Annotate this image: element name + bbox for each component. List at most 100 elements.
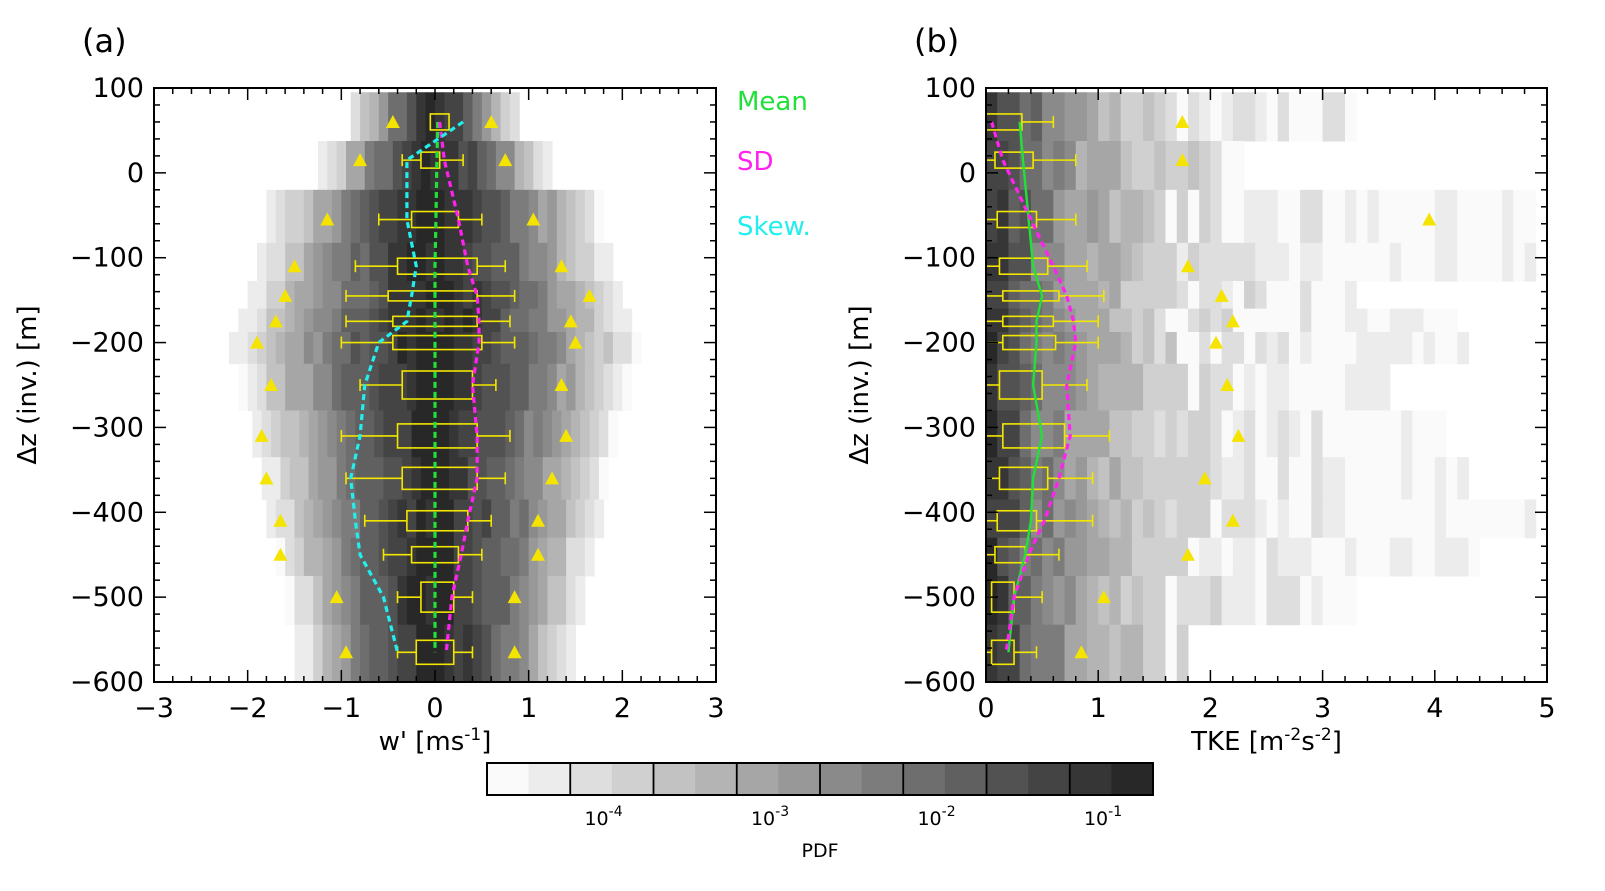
heatmap-cell — [1086, 331, 1099, 365]
heatmap-cell — [463, 575, 473, 626]
heatmap-cell — [481, 331, 492, 365]
heatmap-cell — [285, 331, 295, 365]
heatmap-cell — [1513, 499, 1526, 539]
heatmap-cell — [1187, 363, 1200, 411]
percentile-triangle — [1175, 114, 1190, 128]
heatmap-cell — [542, 141, 553, 191]
heatmap-cell — [1154, 189, 1167, 244]
heatmap-cell — [1120, 331, 1133, 365]
percentile-triangle — [554, 378, 569, 391]
heatmap-cell — [1131, 457, 1144, 501]
heatmap-cell — [514, 410, 525, 458]
heatmap-cell — [1277, 537, 1290, 577]
heatmap-cell — [425, 575, 436, 626]
panel-label: (a) — [82, 22, 127, 60]
heatmap-cell — [1154, 363, 1167, 411]
percentile-triangle — [1175, 153, 1190, 167]
heatmap-cell — [435, 624, 445, 683]
heatmap-cell — [378, 242, 389, 282]
heatmap-cell — [1524, 499, 1537, 539]
heatmap-cell — [589, 410, 600, 458]
heatmap-cell — [1288, 575, 1301, 626]
heatmap-cell — [1333, 363, 1346, 411]
heatmap-cell — [486, 141, 497, 191]
heatmap-cell — [364, 141, 375, 191]
heatmap-cell — [1120, 624, 1133, 683]
heatmap-cell — [1199, 499, 1211, 539]
heatmap-cell — [1300, 92, 1312, 142]
heatmap-cell — [556, 308, 567, 333]
heatmap-cell — [472, 575, 483, 626]
heatmap-cell — [1311, 242, 1324, 282]
percentile-triangle — [1197, 471, 1212, 485]
heatmap-cell — [1378, 331, 1391, 365]
heatmap-cell — [997, 457, 1009, 501]
heatmap-cell — [1232, 242, 1245, 282]
heatmap-cell — [1356, 242, 1368, 282]
heatmap-cell — [397, 499, 408, 539]
heatmap-cell — [1255, 92, 1267, 142]
heatmap-cell — [467, 410, 478, 458]
heatmap-cell — [257, 242, 267, 282]
y-tick-label: −100 — [902, 243, 976, 274]
heatmap-cell — [594, 308, 605, 333]
heatmap-cell — [341, 537, 352, 577]
heatmap-cell — [266, 331, 277, 365]
heatmap-cell — [519, 308, 530, 333]
heatmap-cell — [1131, 499, 1144, 539]
heatmap-cell — [1165, 457, 1178, 501]
heatmap-cell — [1030, 141, 1043, 191]
heatmap-cell — [463, 624, 473, 683]
heatmap-cell — [350, 575, 361, 626]
heatmap-cell — [1019, 92, 1032, 142]
heatmap-cell — [1053, 141, 1066, 191]
heatmap-cell — [1322, 537, 1335, 577]
heatmap-cell — [1064, 575, 1077, 626]
colorbar-swatch — [653, 763, 696, 795]
series-line-mean — [433, 121, 440, 653]
heatmap-cell — [336, 457, 347, 501]
heatmap-cell — [547, 537, 558, 577]
heatmap-cell — [1232, 92, 1245, 142]
percentile-triangle — [385, 114, 400, 128]
heatmap-cell — [1266, 499, 1279, 539]
heatmap-cell — [584, 537, 595, 577]
heatmap-cell — [1210, 457, 1223, 501]
heatmap-cell — [1143, 281, 1155, 310]
heatmap-cell — [575, 363, 586, 411]
heatmap-cell — [416, 537, 427, 577]
heatmap-cell — [538, 242, 548, 282]
percentile-triangle — [1074, 645, 1089, 659]
heatmap-cell — [1199, 537, 1211, 577]
heatmap-cell — [566, 575, 576, 626]
heatmap-cell — [444, 189, 455, 244]
heatmap-cell — [425, 537, 436, 577]
heatmap-cell — [280, 410, 291, 458]
series-line-skew — [349, 120, 464, 653]
heatmap-cell — [1389, 537, 1402, 577]
heatmap-cell — [383, 141, 394, 191]
heatmap-cell — [1401, 537, 1413, 577]
heatmap-cell — [388, 189, 399, 244]
heatmap-cell — [313, 624, 324, 683]
heatmap-cell — [500, 189, 511, 244]
percentile-triangle — [329, 590, 344, 604]
heatmap-cell — [406, 308, 417, 333]
heatmap-cell — [547, 575, 558, 626]
heatmap-cell — [317, 141, 328, 191]
heatmap-cell — [444, 242, 455, 282]
heatmap-cell — [519, 363, 530, 411]
heatmap-cell — [1300, 457, 1312, 501]
heatmap-cell — [570, 457, 581, 501]
heatmap-cell — [1165, 189, 1178, 244]
heatmap-cell — [1412, 308, 1425, 333]
heatmap-cell — [1143, 537, 1155, 577]
heatmap-cell — [453, 281, 464, 310]
heatmap-cell — [1300, 499, 1312, 539]
heatmap-cell — [1019, 242, 1032, 282]
heatmap-cell — [1333, 537, 1346, 577]
heatmap-cell — [1176, 410, 1189, 458]
heatmap-cell — [575, 499, 586, 539]
heatmap-cell — [252, 410, 263, 458]
